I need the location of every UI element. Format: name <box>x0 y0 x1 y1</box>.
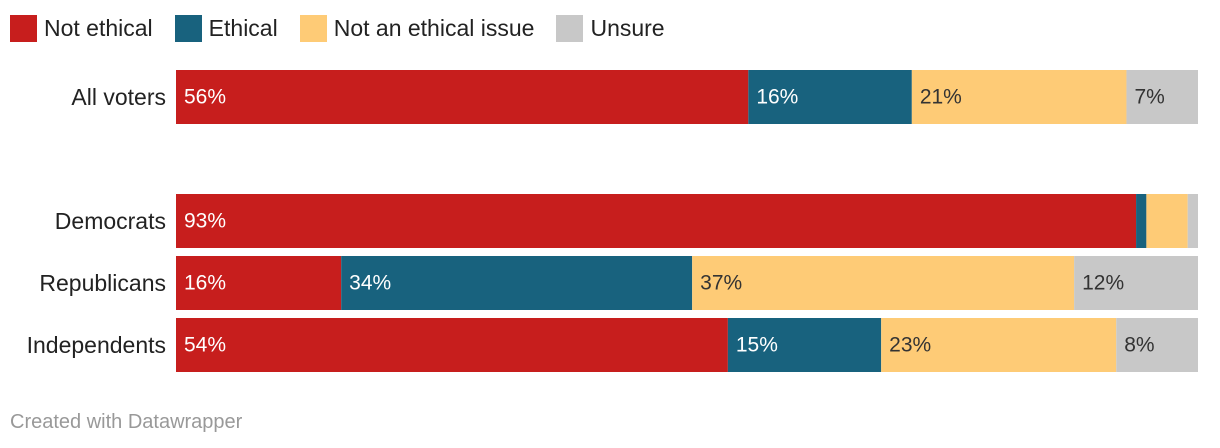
legend-label-not-ethical: Not ethical <box>44 14 153 41</box>
data-label-all-voters-ethical: 16% <box>756 86 798 109</box>
bar-segment-all-voters-not-an-ethical-issue <box>911 70 1127 124</box>
bar-segment-democrats-ethical <box>1136 194 1147 248</box>
legend-label-unsure: Unsure <box>590 14 665 41</box>
data-label-all-voters-unsure: 7% <box>1134 86 1164 109</box>
legend-swatch-unsure <box>556 14 584 42</box>
legend-item-not-ethical: Not ethical <box>10 14 153 42</box>
bar-segment-independents-not-an-ethical-issue <box>881 318 1117 372</box>
bar-segment-all-voters-unsure <box>1126 70 1198 124</box>
bar-segment-all-voters-ethical <box>748 70 912 124</box>
bar-segment-democrats-unsure <box>1187 194 1198 248</box>
data-label-independents-not-ethical: 54% <box>184 334 226 357</box>
bar-segment-all-voters-not-ethical <box>176 70 749 124</box>
data-label-republicans-not-ethical: 16% <box>184 272 226 295</box>
legend-label-ethical: Ethical <box>208 14 278 41</box>
data-label-all-voters-not-ethical: 56% <box>184 86 226 109</box>
legend-swatch-not-an-ethical-issue <box>299 14 327 42</box>
footer-credit: Created with Datawrapper <box>10 411 243 433</box>
bar-segment-republicans-unsure <box>1074 256 1198 310</box>
legend: Not ethical Ethical Not an ethical issue… <box>10 12 687 44</box>
data-label-republicans-not-an-ethical-issue: 37% <box>700 272 742 295</box>
legend-item-not-an-ethical-issue: Not an ethical issue <box>299 14 535 42</box>
data-label-democrats-not-ethical: 93% <box>184 210 226 233</box>
bar-segment-republicans-ethical <box>341 256 693 310</box>
bar-segment-independents-not-ethical <box>176 318 728 372</box>
bar-segment-democrats-not-an-ethical-issue <box>1146 194 1188 248</box>
data-label-all-voters-not-an-ethical-issue: 21% <box>920 86 962 109</box>
data-label-independents-not-an-ethical-issue: 23% <box>889 334 931 357</box>
category-label-all-voters: All voters <box>71 84 166 110</box>
data-label-independents-unsure: 8% <box>1124 334 1154 357</box>
bar-segment-republicans-not-an-ethical-issue <box>692 256 1075 310</box>
category-label-independents: Independents <box>27 332 166 358</box>
data-label-republicans-ethical: 34% <box>349 272 391 295</box>
data-label-independents-ethical: 15% <box>736 334 778 357</box>
category-label-democrats: Democrats <box>55 208 166 234</box>
legend-item-ethical: Ethical <box>174 14 278 42</box>
legend-item-unsure: Unsure <box>556 14 665 42</box>
legend-label-not-an-ethical-issue: Not an ethical issue <box>333 14 535 41</box>
bar-segment-republicans-not-ethical <box>176 256 342 310</box>
bar-segment-democrats-not-ethical <box>176 194 1137 248</box>
category-label-republicans: Republicans <box>39 270 166 296</box>
bar-segment-independents-ethical <box>727 318 882 372</box>
bar-segment-independents-unsure <box>1116 318 1198 372</box>
data-label-republicans-unsure: 12% <box>1082 272 1124 295</box>
legend-swatch-not-ethical <box>10 14 37 42</box>
legend-swatch-ethical <box>174 14 202 42</box>
